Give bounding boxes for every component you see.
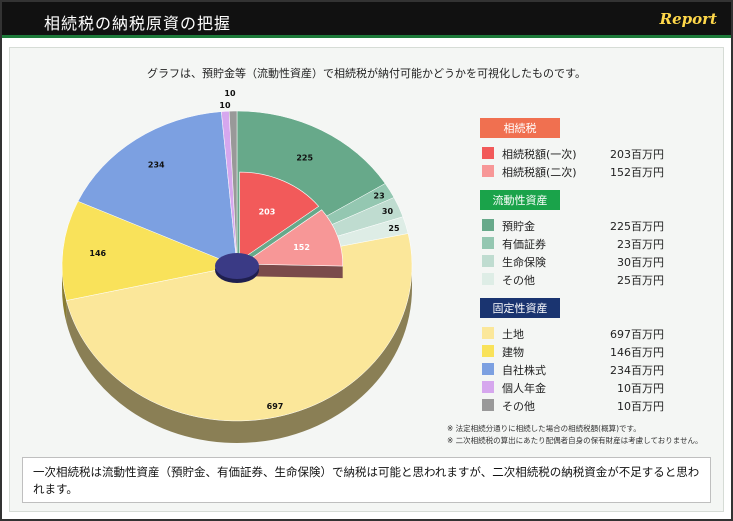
page-title: 相続税の納税原資の把握 <box>44 14 232 33</box>
legend-value: 146百万円 <box>610 346 664 359</box>
legend-item: 自社株式 234百万円 <box>480 360 680 378</box>
inner-label: 152 <box>293 243 310 252</box>
outer-label: 10 <box>224 89 236 98</box>
outer-label: 10 <box>219 101 231 110</box>
legend-item: 相続税額(二次) 152百万円 <box>480 162 680 180</box>
inner-slice-相続税額(二次) <box>241 209 343 267</box>
legend-swatch <box>482 255 494 267</box>
legend: 相続税 相続税額(一次) 203百万円 相続税額(二次) 152百万円 流動性資産 … <box>480 118 680 424</box>
legend-swatch <box>482 147 494 159</box>
pie-top-layer <box>61 110 413 422</box>
legend-group-liquid: 流動性資産 預貯金 225百万円 有価証券 23百万円 生命保険 30百万円 その他 2… <box>480 190 680 288</box>
legend-swatch <box>482 345 494 357</box>
pie-depth-layer <box>62 266 412 443</box>
legend-label: 相続税額(一次) <box>502 148 577 161</box>
legend-value: 697百万円 <box>610 328 664 341</box>
legend-swatch <box>482 273 494 285</box>
legend-label: 自社株式 <box>502 364 546 377</box>
pie-slice-土地 <box>66 233 413 422</box>
legend-header-liquid: 流動性資産 <box>480 190 560 210</box>
legend-header-tax: 相続税 <box>480 118 560 138</box>
legend-value: 25百万円 <box>617 274 664 287</box>
legend-value: 152百万円 <box>610 166 664 179</box>
pie-slice-建物 <box>61 200 238 301</box>
legend-label: 生命保険 <box>502 256 546 269</box>
outer-label: 234 <box>148 161 165 170</box>
pie-slice-自社株式 <box>77 111 238 267</box>
legend-group-tax: 相続税 相続税額(一次) 203百万円 相続税額(二次) 152百万円 <box>480 118 680 180</box>
footnote: ※ 二次相続税の算出にあたり配偶者自身の保有財産は考慮しておりません。 <box>447 436 703 445</box>
legend-value: 30百万円 <box>617 256 664 269</box>
legend-label: 有価証券 <box>502 238 546 251</box>
legend-group-fixed: 固定性資産 土地 697百万円 建物 146百万円 自社株式 234百万円 個人年金 1… <box>480 298 680 414</box>
legend-value: 234百万円 <box>610 364 664 377</box>
legend-value: 203百万円 <box>610 148 664 161</box>
outer-label: 146 <box>89 249 106 258</box>
outer-label: 697 <box>267 402 284 411</box>
outer-label: 25 <box>388 224 400 233</box>
legend-swatch <box>482 363 494 375</box>
legend-item: 建物 146百万円 <box>480 342 680 360</box>
report-logo: Report <box>659 10 717 28</box>
inner-label: 203 <box>259 207 276 216</box>
legend-value: 10百万円 <box>617 400 664 413</box>
inner-slice-相続税額(一次) <box>239 171 320 262</box>
legend-header-fixed: 固定性資産 <box>480 298 560 318</box>
legend-item: 土地 697百万円 <box>480 324 680 342</box>
legend-label: 建物 <box>502 346 524 359</box>
inner-depth-相続税額(二次) <box>242 264 343 279</box>
outer-label: 225 <box>296 153 313 162</box>
outer-label: 30 <box>382 207 394 216</box>
legend-swatch <box>482 327 494 339</box>
legend-swatch <box>482 399 494 411</box>
outer-label: 23 <box>374 192 385 201</box>
pie-hub <box>215 253 259 279</box>
legend-label: 土地 <box>502 328 524 341</box>
legend-item: 生命保険 30百万円 <box>480 252 680 270</box>
conclusion-box: 一次相続税は流動性資産（預貯金、有価証券、生命保険）で納税は可能と思われますが、… <box>22 457 711 503</box>
legend-item: 有価証券 23百万円 <box>480 234 680 252</box>
legend-label: 個人年金 <box>502 382 546 395</box>
chart-subtitle: グラフは、預貯金等（流動性資産）で相続税が納付可能かどうかを可視化したものです。 <box>147 67 586 80</box>
footnote: ※ 法定相続分通りに相続した場合の相続税額(概算)です。 <box>447 424 641 433</box>
legend-swatch <box>482 219 494 231</box>
legend-swatch <box>482 165 494 177</box>
legend-item: その他 25百万円 <box>480 270 680 288</box>
pie-labels-layer: 203 152 225 23 30 25 697 146 234 10 10 <box>89 89 400 411</box>
footnotes: ※ 法定相続分通りに相続した場合の相続税額(概算)です。 ※ 二次相続税の算出に… <box>447 423 703 447</box>
legend-item: 個人年金 10百万円 <box>480 378 680 396</box>
legend-label: 預貯金 <box>502 220 535 233</box>
legend-label: その他 <box>502 400 535 413</box>
pie-slice-その他 <box>228 110 238 267</box>
legend-swatch <box>482 237 494 249</box>
legend-value: 23百万円 <box>617 238 664 251</box>
legend-label: その他 <box>502 274 535 287</box>
header-bar: 相続税の納税原資の把握 Report <box>2 2 731 38</box>
legend-swatch <box>482 381 494 393</box>
legend-item: 相続税額(一次) 203百万円 <box>480 144 680 162</box>
legend-value: 225百万円 <box>610 220 664 233</box>
legend-item: 預貯金 225百万円 <box>480 216 680 234</box>
legend-value: 10百万円 <box>617 382 664 395</box>
legend-item: その他 10百万円 <box>480 396 680 414</box>
pie-depth-建物 <box>62 266 67 323</box>
legend-label: 相続税額(二次) <box>502 166 577 179</box>
